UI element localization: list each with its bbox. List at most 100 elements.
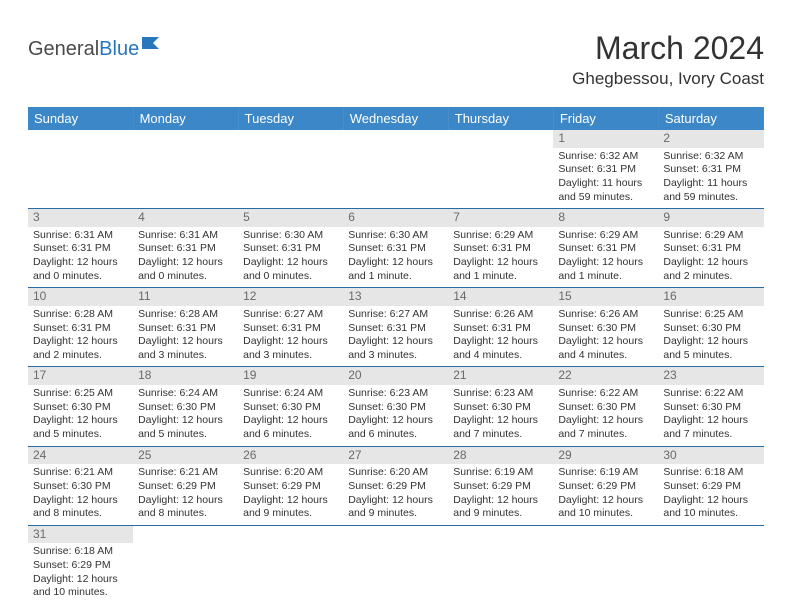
daylight-text: Daylight: 12 hours [348, 256, 443, 270]
weekday-header: Wednesday [343, 107, 448, 130]
sunset-text: Sunset: 6:31 PM [558, 163, 653, 177]
sunrise-text: Sunrise: 6:31 AM [33, 229, 128, 243]
sunrise-text: Sunrise: 6:23 AM [348, 387, 443, 401]
daylight-text: Daylight: 12 hours [33, 256, 128, 270]
daylight-text: and 7 minutes. [453, 428, 548, 442]
day-number: 27 [343, 447, 448, 465]
daylight-text: and 2 minutes. [33, 349, 128, 363]
cell-body: Sunrise: 6:19 AMSunset: 6:29 PMDaylight:… [553, 464, 658, 525]
calendar-cell: 16Sunrise: 6:25 AMSunset: 6:30 PMDayligh… [658, 288, 763, 367]
calendar-cell [658, 525, 763, 604]
sunrise-text: Sunrise: 6:24 AM [138, 387, 233, 401]
cell-body: Sunrise: 6:32 AMSunset: 6:31 PMDaylight:… [658, 148, 763, 209]
sunrise-text: Sunrise: 6:29 AM [453, 229, 548, 243]
cell-body: Sunrise: 6:20 AMSunset: 6:29 PMDaylight:… [343, 464, 448, 525]
sunrise-text: Sunrise: 6:21 AM [33, 466, 128, 480]
day-number: 3 [28, 209, 133, 227]
weekday-header: Tuesday [238, 107, 343, 130]
calendar-cell: 21Sunrise: 6:23 AMSunset: 6:30 PMDayligh… [448, 367, 553, 446]
calendar-cell: 6Sunrise: 6:30 AMSunset: 6:31 PMDaylight… [343, 209, 448, 288]
sunset-text: Sunset: 6:30 PM [33, 401, 128, 415]
sunset-text: Sunset: 6:31 PM [243, 242, 338, 256]
daylight-text: Daylight: 12 hours [663, 494, 758, 508]
sunrise-text: Sunrise: 6:22 AM [558, 387, 653, 401]
daylight-text: Daylight: 12 hours [138, 414, 233, 428]
sunrise-text: Sunrise: 6:27 AM [348, 308, 443, 322]
sunset-text: Sunset: 6:31 PM [243, 322, 338, 336]
daylight-text: Daylight: 12 hours [33, 494, 128, 508]
day-number: 5 [238, 209, 343, 227]
cell-body: Sunrise: 6:32 AMSunset: 6:31 PMDaylight:… [553, 148, 658, 209]
daylight-text: and 5 minutes. [33, 428, 128, 442]
daylight-text: and 9 minutes. [348, 507, 443, 521]
daylight-text: and 4 minutes. [558, 349, 653, 363]
daylight-text: Daylight: 12 hours [33, 414, 128, 428]
calendar-cell: 5Sunrise: 6:30 AMSunset: 6:31 PMDaylight… [238, 209, 343, 288]
cell-body: Sunrise: 6:18 AMSunset: 6:29 PMDaylight:… [658, 464, 763, 525]
cell-body: Sunrise: 6:27 AMSunset: 6:31 PMDaylight:… [238, 306, 343, 367]
daylight-text: and 10 minutes. [33, 586, 128, 600]
daylight-text: and 6 minutes. [243, 428, 338, 442]
daylight-text: and 3 minutes. [138, 349, 233, 363]
calendar-cell: 28Sunrise: 6:19 AMSunset: 6:29 PMDayligh… [448, 446, 553, 525]
daylight-text: and 3 minutes. [348, 349, 443, 363]
calendar-cell: 29Sunrise: 6:19 AMSunset: 6:29 PMDayligh… [553, 446, 658, 525]
calendar-row: 1Sunrise: 6:32 AMSunset: 6:31 PMDaylight… [28, 130, 764, 209]
sunrise-text: Sunrise: 6:32 AM [558, 150, 653, 164]
daylight-text: and 0 minutes. [138, 270, 233, 284]
daylight-text: and 4 minutes. [453, 349, 548, 363]
day-number: 28 [448, 447, 553, 465]
daylight-text: Daylight: 12 hours [453, 256, 548, 270]
calendar-cell [343, 130, 448, 209]
cell-body: Sunrise: 6:26 AMSunset: 6:31 PMDaylight:… [448, 306, 553, 367]
sunset-text: Sunset: 6:29 PM [453, 480, 548, 494]
sunrise-text: Sunrise: 6:25 AM [33, 387, 128, 401]
cell-body: Sunrise: 6:29 AMSunset: 6:31 PMDaylight:… [553, 227, 658, 288]
daylight-text: Daylight: 12 hours [243, 256, 338, 270]
day-number: 21 [448, 367, 553, 385]
daylight-text: and 0 minutes. [243, 270, 338, 284]
sunrise-text: Sunrise: 6:21 AM [138, 466, 233, 480]
day-number: 26 [238, 447, 343, 465]
cell-body: Sunrise: 6:22 AMSunset: 6:30 PMDaylight:… [658, 385, 763, 446]
sunrise-text: Sunrise: 6:29 AM [663, 229, 758, 243]
calendar-cell: 1Sunrise: 6:32 AMSunset: 6:31 PMDaylight… [553, 130, 658, 209]
sunset-text: Sunset: 6:31 PM [33, 242, 128, 256]
day-number: 4 [133, 209, 238, 227]
daylight-text: Daylight: 11 hours [558, 177, 653, 191]
daylight-text: and 7 minutes. [663, 428, 758, 442]
day-number: 31 [28, 526, 133, 544]
sunset-text: Sunset: 6:31 PM [663, 163, 758, 177]
sunrise-text: Sunrise: 6:27 AM [243, 308, 338, 322]
cell-body [448, 132, 553, 138]
sunset-text: Sunset: 6:31 PM [33, 322, 128, 336]
daylight-text: Daylight: 12 hours [243, 494, 338, 508]
day-number: 7 [448, 209, 553, 227]
calendar-cell: 13Sunrise: 6:27 AMSunset: 6:31 PMDayligh… [343, 288, 448, 367]
cell-body: Sunrise: 6:26 AMSunset: 6:30 PMDaylight:… [553, 306, 658, 367]
sunrise-text: Sunrise: 6:18 AM [663, 466, 758, 480]
day-number: 24 [28, 447, 133, 465]
cell-body: Sunrise: 6:28 AMSunset: 6:31 PMDaylight:… [28, 306, 133, 367]
cell-body: Sunrise: 6:19 AMSunset: 6:29 PMDaylight:… [448, 464, 553, 525]
calendar-cell: 17Sunrise: 6:25 AMSunset: 6:30 PMDayligh… [28, 367, 133, 446]
sunrise-text: Sunrise: 6:20 AM [243, 466, 338, 480]
cell-body: Sunrise: 6:24 AMSunset: 6:30 PMDaylight:… [238, 385, 343, 446]
calendar-cell [133, 130, 238, 209]
sunset-text: Sunset: 6:29 PM [558, 480, 653, 494]
daylight-text: Daylight: 12 hours [663, 414, 758, 428]
daylight-text: Daylight: 12 hours [558, 414, 653, 428]
sunrise-text: Sunrise: 6:24 AM [243, 387, 338, 401]
daylight-text: and 1 minute. [558, 270, 653, 284]
daylight-text: Daylight: 12 hours [348, 494, 443, 508]
calendar-cell: 4Sunrise: 6:31 AMSunset: 6:31 PMDaylight… [133, 209, 238, 288]
sunset-text: Sunset: 6:30 PM [663, 401, 758, 415]
month-title: March 2024 [572, 30, 764, 67]
daylight-text: Daylight: 12 hours [453, 414, 548, 428]
sunrise-text: Sunrise: 6:22 AM [663, 387, 758, 401]
calendar-cell: 2Sunrise: 6:32 AMSunset: 6:31 PMDaylight… [658, 130, 763, 209]
cell-body [133, 528, 238, 534]
calendar-cell [238, 525, 343, 604]
calendar-cell: 30Sunrise: 6:18 AMSunset: 6:29 PMDayligh… [658, 446, 763, 525]
cell-body: Sunrise: 6:21 AMSunset: 6:30 PMDaylight:… [28, 464, 133, 525]
